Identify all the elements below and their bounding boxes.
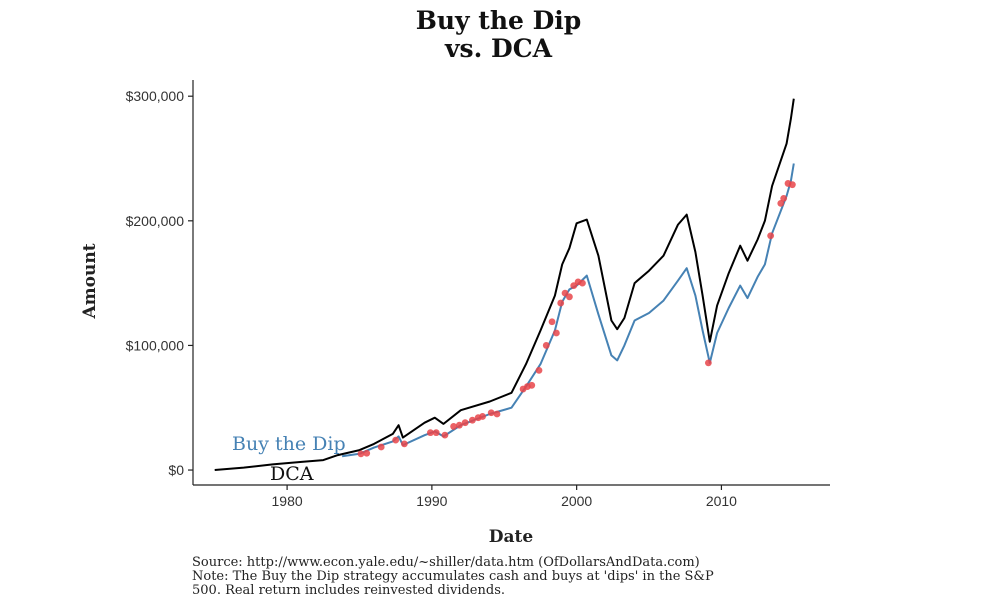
dip-point [427, 429, 434, 437]
dip-point [535, 366, 543, 374]
y-tick-label: $100,000 [126, 337, 185, 353]
chart-title-line1: Buy the Dip [415, 6, 582, 35]
dip-point [767, 232, 775, 240]
y-ticks: $0 $100,000 $200,000 $300,000 [126, 88, 193, 478]
series-lines [214, 98, 795, 471]
x-ticks: 1980 1990 2000 2010 [272, 485, 737, 509]
dip-point [441, 431, 449, 439]
axes [192, 80, 830, 486]
caption-note-line1: Note: The Buy the Dip strategy accumulat… [192, 569, 714, 584]
x-tick-label: 1990 [416, 493, 447, 509]
buy-the-dip-line [341, 163, 795, 458]
dip-point [455, 421, 463, 429]
dca-line [214, 98, 795, 471]
dip-point [469, 416, 476, 424]
y-tick-label: $0 [168, 462, 184, 478]
x-tick-label: 2000 [561, 493, 592, 509]
chart-title-line2: vs. DCA [445, 34, 552, 63]
dip-point [548, 318, 556, 326]
x-tick-label: 2010 [706, 493, 737, 509]
chart-caption: Source: http://www.econ.yale.edu/~shille… [192, 556, 812, 598]
dip-point [557, 299, 565, 307]
dip-point [777, 199, 785, 207]
dip-point [780, 194, 788, 202]
dip-point [493, 410, 501, 418]
dip-point [432, 429, 440, 437]
dip-point [400, 440, 408, 448]
buy-the-dip-label: Buy the Dip [232, 433, 346, 455]
y-axis-title: Amount [80, 243, 100, 319]
caption-source: Source: http://www.econ.yale.edu/~shille… [192, 555, 700, 570]
dip-point [528, 381, 536, 389]
dip-point [450, 423, 457, 430]
dip-point [542, 342, 550, 349]
dip-point [363, 449, 371, 457]
x-axis-title: Date [489, 527, 534, 547]
dca-label: DCA [270, 463, 314, 485]
dip-point [788, 181, 796, 189]
dip-point [552, 329, 560, 337]
dip-point [377, 443, 385, 451]
dip-point [579, 279, 586, 287]
dip-point [357, 450, 365, 458]
caption-note-line2: 500. Real return includes reinvested div… [192, 583, 505, 598]
x-tick-label: 1980 [272, 493, 303, 509]
dip-point [479, 413, 486, 420]
y-tick-label: $200,000 [126, 213, 185, 229]
dip-point [392, 436, 400, 444]
y-tick-label: $300,000 [126, 88, 185, 104]
dip-point [487, 409, 495, 417]
dip-point [566, 293, 573, 301]
dip-point [704, 359, 712, 367]
dip-point [461, 419, 469, 427]
dip-markers [357, 180, 796, 458]
